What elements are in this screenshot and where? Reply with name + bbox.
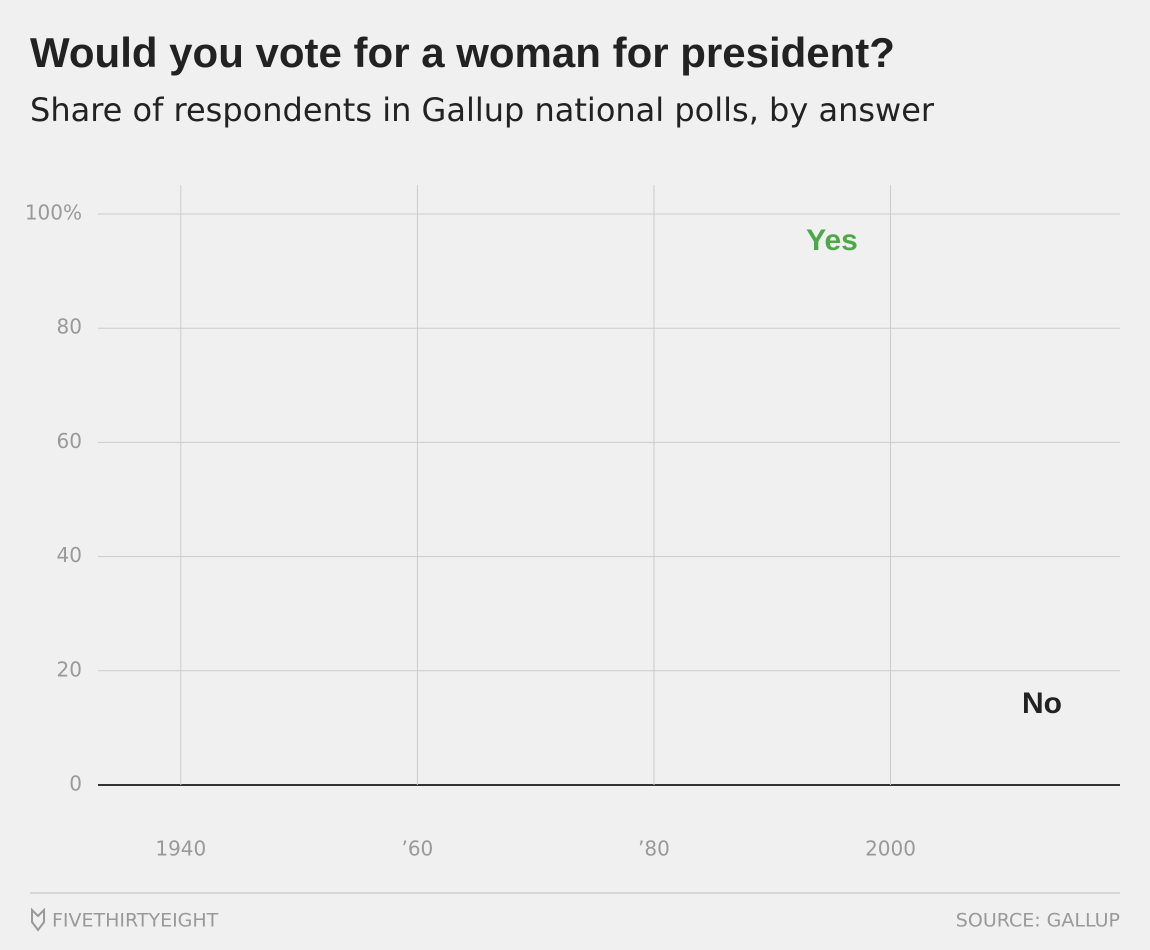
brand-logo xyxy=(31,907,45,932)
x-tick-label: 1940 xyxy=(155,837,206,861)
y-tick-label: 60 xyxy=(57,429,82,453)
series-label: No xyxy=(1022,687,1062,720)
chart-title: Would you vote for a woman for president… xyxy=(30,29,895,76)
y-tick-label: 100% xyxy=(25,201,82,225)
y-tick-label: 80 xyxy=(57,315,82,339)
y-tick-label: 20 xyxy=(57,657,82,681)
y-tick-label: 0 xyxy=(69,772,82,796)
y-tick-label: 40 xyxy=(57,543,82,567)
chart-subtitle: Share of respondents in Gallup national … xyxy=(30,91,935,129)
x-tick-label: ’80 xyxy=(638,837,670,861)
x-tick-label: 2000 xyxy=(865,837,916,861)
x-tick-label: ’60 xyxy=(401,837,433,861)
source: SOURCE: GALLUP xyxy=(956,910,1120,932)
brand: FIVETHIRTYEIGHT xyxy=(52,910,219,932)
series-label: Yes xyxy=(806,224,858,257)
